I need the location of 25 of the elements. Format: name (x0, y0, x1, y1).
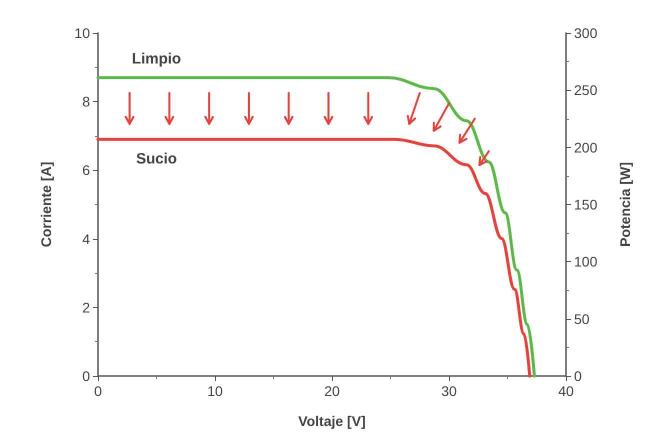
y2-tick-label: 150 (574, 196, 598, 212)
line-series (96, 76, 536, 378)
y2-tick-label: 50 (574, 310, 590, 327)
x-tick-label: 10 (207, 383, 223, 399)
x-tick-label: 40 (558, 383, 574, 399)
y2-tick-label: 250 (574, 82, 598, 98)
y-tick-label: 8 (82, 94, 90, 110)
y-tick-label: 10 (74, 25, 90, 41)
y2-axis-title: Potencia [W] (617, 162, 633, 247)
y-tick-label: 0 (82, 368, 90, 384)
x-axis-title: Voltaje [V] (298, 413, 366, 429)
x-tick-label: 20 (324, 383, 340, 399)
x-tick-label: 0 (94, 383, 102, 399)
y-axis-title: Corriente [A] (38, 162, 54, 248)
y-tick-label: 6 (82, 162, 90, 178)
series-label: Sucio (136, 150, 177, 168)
line-series (96, 138, 532, 378)
y-tick-label: 2 (82, 299, 90, 316)
y2-tick-label: 100 (574, 254, 598, 270)
y-tick-label: 4 (82, 230, 90, 247)
y2-tick-label: 200 (574, 139, 598, 156)
y2-tick-label: 0 (574, 368, 582, 384)
series-label: Limpio (132, 50, 182, 68)
x-tick-label: 30 (441, 383, 457, 399)
y2-tick-label: 300 (574, 25, 598, 41)
